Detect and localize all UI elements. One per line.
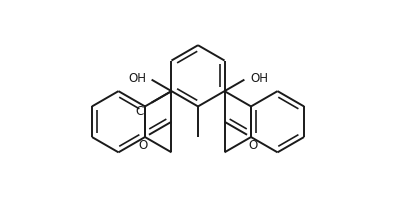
Text: Cl: Cl xyxy=(136,105,147,118)
Text: OH: OH xyxy=(128,72,146,85)
Text: O: O xyxy=(139,139,148,152)
Text: O: O xyxy=(248,139,257,152)
Text: OH: OH xyxy=(250,72,268,85)
